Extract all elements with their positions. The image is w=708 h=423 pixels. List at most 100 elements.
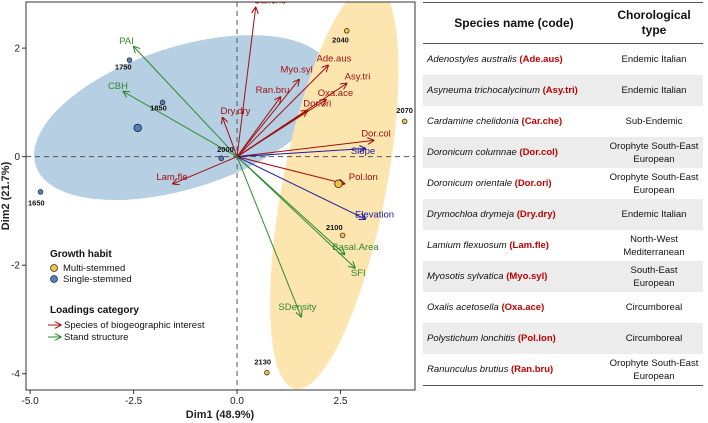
loading-label: Myo.syl bbox=[281, 65, 313, 76]
legend-loadings-title: Loadings category bbox=[50, 305, 139, 316]
table-row: Lamium flexuosum (Lam.fle) North-West Med… bbox=[423, 230, 703, 261]
loading-label: Ran.bru bbox=[256, 85, 290, 96]
point-label: 2100 bbox=[326, 223, 343, 232]
chorological-type-cell: Orophyte South-East European bbox=[609, 171, 699, 196]
data-point bbox=[126, 57, 133, 63]
data-point bbox=[343, 28, 350, 34]
legend-stand-label: Stand structure bbox=[64, 332, 128, 343]
loading-label: Car.che bbox=[254, 0, 287, 7]
loading-arrow bbox=[173, 156, 238, 184]
loading-arrow bbox=[236, 111, 307, 158]
species-name-cell: Ranunculus brutius (Ran.bru) bbox=[423, 354, 605, 386]
chorological-type-cell: Circumboreal bbox=[605, 323, 703, 354]
data-point bbox=[218, 155, 225, 162]
table-row: Polystichum lonchitis (Pol.lon) Circumbor… bbox=[423, 323, 703, 354]
point-label: 2000 bbox=[217, 145, 234, 154]
y-tick-label: 2 bbox=[14, 44, 20, 55]
y-tick-label: -4 bbox=[11, 369, 20, 380]
chorological-type-cell: Endemic Italian bbox=[605, 199, 703, 230]
table-row: Oxalis acetosella (Oxa.ace) Circumboreal bbox=[423, 292, 703, 323]
legend-species-label: Species of biogeographic interest bbox=[64, 320, 205, 331]
data-point bbox=[339, 232, 346, 239]
loading-label: Slope bbox=[351, 146, 375, 157]
loading-arrow bbox=[236, 80, 299, 157]
point-label: 1650 bbox=[28, 198, 45, 207]
table-header-type: Chorological type bbox=[605, 2, 703, 44]
loading-label: PAI bbox=[119, 36, 134, 47]
loading-label: Ade.aus bbox=[317, 54, 352, 65]
loading-label: SFI bbox=[351, 268, 366, 279]
data-point bbox=[264, 369, 270, 376]
loading-label: Oxa.ace bbox=[318, 88, 353, 99]
table-row: Asyneuma trichocalycinum (Asy.tri) Endemi… bbox=[423, 75, 703, 106]
legend-multi-label: Multi-stemmed bbox=[63, 263, 125, 274]
loading-arrow bbox=[237, 149, 365, 158]
loading-arrow bbox=[236, 156, 365, 219]
loading-arrow bbox=[236, 156, 301, 317]
y-tick-label: 0 bbox=[14, 152, 20, 163]
point-label: 1750 bbox=[115, 62, 132, 71]
species-name-cell: Doronicum columnae (Dor.col) bbox=[423, 137, 605, 168]
x-tick-label: -5.0 bbox=[22, 396, 40, 407]
species-name-cell: Lamium flexuosum (Lam.fle) bbox=[427, 240, 549, 251]
loading-label: Dor.col bbox=[361, 129, 391, 140]
point-label: 1850 bbox=[150, 104, 167, 113]
point-label: 2130 bbox=[254, 357, 271, 366]
legend-multi-marker bbox=[50, 264, 58, 272]
legend-habit-title: Growth habit bbox=[50, 249, 112, 260]
y-tick-label: -2 bbox=[11, 261, 20, 272]
loading-arrow bbox=[236, 156, 355, 268]
chorological-type-cell: Orophyte South-East European bbox=[605, 354, 703, 386]
species-name-cell: Doronicum orientale (Dor.ori) bbox=[427, 178, 552, 189]
table-row: Drymochloa drymeja (Dry.dry) Endemic Ital… bbox=[423, 199, 703, 230]
species-name-cell: Myosotis sylvatica (Myo.syl) bbox=[423, 261, 605, 292]
pca-biplot: 1750 1850 1650 2000 2040 2070 2100 2130 Car.che… bbox=[0, 0, 416, 421]
table-row: Ranunculus brutius (Ran.bru) Orophyte Sou… bbox=[423, 354, 703, 386]
table-row: Cardamine chelidonia (Car.che) Sub-Endemi… bbox=[423, 106, 703, 137]
x-tick-label: -2.5 bbox=[125, 396, 143, 407]
loading-label: Dor.ori bbox=[303, 99, 331, 110]
loading-arrow bbox=[236, 65, 328, 158]
point-label: 2070 bbox=[396, 106, 413, 115]
y-axis-label: Dim2 (21.7%) bbox=[0, 161, 12, 230]
loading-arrow bbox=[223, 118, 238, 157]
legend-single-label: Single-stemmed bbox=[63, 274, 132, 285]
species-name-cell: Asyneuma trichocalycinum (Asy.tri) bbox=[423, 75, 605, 106]
loading-label: Dry.dry bbox=[221, 106, 251, 117]
group-centroid bbox=[334, 179, 343, 188]
loading-label: Lam.fle bbox=[156, 172, 187, 183]
data-point bbox=[401, 118, 408, 125]
chorological-type-cell: Circumboreal bbox=[625, 302, 683, 313]
loading-arrow bbox=[236, 7, 256, 157]
species-table: Species name (code) Chorological type Ad… bbox=[423, 2, 703, 386]
x-axis-label: Dim1 (48.9%) bbox=[186, 409, 255, 421]
group-centroid bbox=[133, 123, 142, 133]
plot-panel-border bbox=[25, 1, 416, 391]
species-name-cell: Oxalis acetosella (Oxa.ace) bbox=[427, 302, 545, 313]
x-tick-label: 2.5 bbox=[334, 396, 348, 407]
table-row: Doronicum orientale (Dor.ori) Orophyte So… bbox=[423, 168, 703, 199]
loading-arrow bbox=[236, 140, 374, 158]
x-tick-label: 0.0 bbox=[230, 396, 244, 407]
legend: Growth habit Multi-stemmed Single-stemme… bbox=[48, 249, 205, 343]
loading-label: Pol.lon bbox=[349, 172, 378, 183]
chorological-type-cell: Orophyte South-East European bbox=[605, 137, 703, 168]
table-row: Adenostyles australis (Ade.aus) Endemic I… bbox=[423, 44, 703, 76]
loading-label: CBH bbox=[108, 81, 128, 92]
chorological-type-cell: South-East European bbox=[605, 261, 703, 292]
species-name-cell: Polystichum lonchitis (Pol.lon) bbox=[423, 323, 605, 354]
species-name-cell: Adenostyles australis (Ade.aus) bbox=[427, 54, 563, 65]
table-row: Myosotis sylvatica (Myo.syl) South-East E… bbox=[423, 261, 703, 292]
loading-label: SDensity bbox=[278, 302, 316, 313]
data-point bbox=[159, 99, 166, 106]
chorological-type-cell: Endemic Italian bbox=[605, 75, 703, 106]
chorological-type-cell: Endemic Italian bbox=[621, 54, 687, 65]
species-name-cell: Drymochloa drymeja (Dry.dry) bbox=[423, 199, 605, 230]
loading-arrow bbox=[236, 97, 280, 157]
data-point bbox=[37, 189, 44, 195]
ellipse-single-stemmed bbox=[34, 35, 333, 201]
point-label: 2040 bbox=[332, 36, 349, 45]
table-row: Doronicum columnae (Dor.col) Orophyte Sou… bbox=[423, 137, 703, 168]
loading-label: Basal.Area bbox=[332, 242, 379, 253]
loading-arrow bbox=[236, 156, 345, 184]
